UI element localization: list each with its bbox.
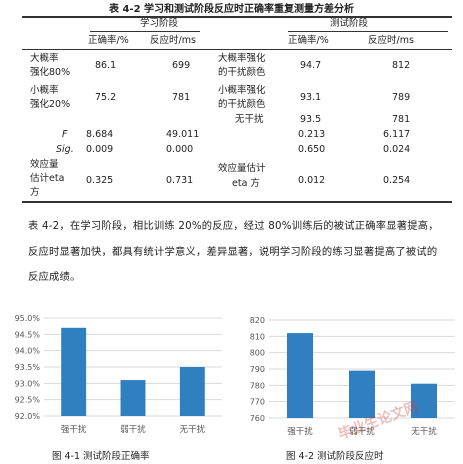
learning-header-rule	[90, 31, 200, 32]
table-header-rule	[22, 49, 452, 50]
header-test-phase: 测试阶段	[330, 18, 369, 29]
subheader-rt-learning: 反应时/ms	[150, 35, 196, 46]
row2-rt-learning: 781	[172, 92, 191, 103]
y-tick-label: 93.5%	[15, 363, 41, 372]
row3-mid-label: 无干扰	[235, 114, 264, 125]
y-tick-label: 780	[250, 381, 265, 390]
row2-label-b: 强化20%	[30, 99, 71, 110]
row1-acc-test: 94.7	[300, 60, 322, 71]
row-f-acc-test: 0.213	[298, 129, 326, 140]
row1-rt-test: 812	[392, 60, 411, 71]
table-top-rule	[22, 16, 452, 18]
body-paragraph: 表 4-2，在学习阶段，相比训练 20%的反应，经过 80%训练后的被试正确率显…	[28, 220, 439, 283]
test-header-rule	[288, 31, 448, 32]
y-tick-label: 760	[250, 414, 265, 423]
row-sig-rt-test: 0.024	[383, 144, 411, 155]
bar-3	[179, 367, 205, 416]
y-tick-label: 95.0%	[15, 314, 41, 323]
row-f-acc-learning: 8.684	[86, 129, 114, 140]
figure-caption-reaction-time: 图 4-2 测试阶段反应时	[286, 451, 384, 462]
y-tick-label: 790	[250, 365, 265, 374]
row-eta-mid-label-a: 效应量估计	[218, 163, 266, 174]
row1-acc-learning: 86.1	[95, 60, 117, 71]
chart-accuracy: 95.0% 94.5% 94.0% 93.5% 93.0% 92.5% 92.0% 强干扰 弱干…	[15, 314, 222, 435]
x-tick-label: 无干扰	[180, 424, 206, 435]
table-caption: 表 4-2 学习和测试阶段反应时正确率重复测量方差分析	[108, 4, 355, 15]
y-tick-label: 93.0%	[15, 379, 41, 388]
row-sig-acc-test: 0.650	[298, 144, 326, 155]
row-f-label: F	[62, 129, 68, 140]
header-learning-phase: 学习阶段	[140, 18, 179, 29]
subheader-accuracy-learning: 正确率/%	[88, 35, 129, 46]
row2-rt-test: 789	[392, 92, 411, 103]
y-tick-label: 94.5%	[15, 330, 41, 339]
bar-2	[348, 370, 376, 418]
bar-2	[120, 380, 146, 416]
row3-acc-test: 93.5	[300, 114, 322, 125]
row1-label-b: 强化80%	[30, 67, 71, 78]
y-tick-label: 92.0%	[15, 412, 41, 421]
row-eta-rt-learning: 0.731	[166, 175, 194, 186]
row2-acc-learning: 75.2	[95, 92, 117, 103]
y-tick-label: 800	[250, 349, 265, 358]
row2-acc-test: 93.1	[300, 92, 322, 103]
row-f-rt-learning: 49.011	[166, 129, 200, 140]
row-eta-label-a: 效应量	[30, 159, 59, 170]
row-eta-rt-test: 0.254	[383, 175, 411, 186]
bar-1	[286, 333, 314, 418]
row-sig-label: Sig.	[56, 144, 74, 155]
x-tick-label: 弱干扰	[349, 426, 375, 437]
x-tick-label: 强干扰	[61, 424, 87, 435]
row1-label-a: 大概率	[30, 53, 59, 64]
y-tick-label: 770	[250, 398, 265, 407]
row-f-rt-test: 6.117	[383, 129, 411, 140]
row2-label-a: 小概率	[30, 85, 59, 96]
row-eta-mid-label-b: eta 方	[232, 178, 260, 189]
row2-mid-label-a: 小概率强化	[218, 85, 266, 96]
y-tick-label: 94.0%	[15, 347, 41, 356]
bar-1	[61, 327, 87, 416]
subheader-rt-test: 反应时/ms	[368, 35, 414, 46]
row-eta-label-c: 方	[30, 187, 40, 198]
row-eta-label-b: 估计eta	[30, 173, 65, 184]
row1-rt-learning: 699	[172, 60, 191, 71]
row-sig-rt-learning: 0.000	[166, 144, 194, 155]
row-eta-acc-learning: 0.325	[86, 175, 114, 186]
row2-mid-label-b: 的干扰颜色	[218, 99, 266, 110]
x-tick-label: 强干扰	[287, 426, 313, 437]
y-tick-label: 92.5%	[15, 396, 41, 405]
row-sig-acc-learning: 0.009	[86, 144, 114, 155]
row3-rt-test: 781	[392, 114, 411, 125]
subheader-accuracy-test: 正确率/%	[288, 35, 329, 46]
x-tick-label: 无干扰	[411, 426, 437, 437]
chart-reaction-time: 820 810 800 790 780 770 760 强干扰 弱干扰 无干扰	[250, 316, 455, 437]
row-eta-acc-test: 0.012	[298, 175, 326, 186]
bar-3	[410, 383, 438, 418]
table-bottom-rule	[22, 201, 452, 203]
figure-caption-accuracy: 图 4-1 测试阶段正确率	[52, 451, 150, 462]
y-tick-label: 810	[250, 332, 265, 341]
row1-mid-label-b: 的干扰颜色	[218, 67, 266, 78]
row1-mid-label-a: 大概率强化	[218, 53, 266, 64]
x-tick-label: 弱干扰	[120, 424, 146, 435]
y-tick-label: 820	[250, 316, 265, 325]
